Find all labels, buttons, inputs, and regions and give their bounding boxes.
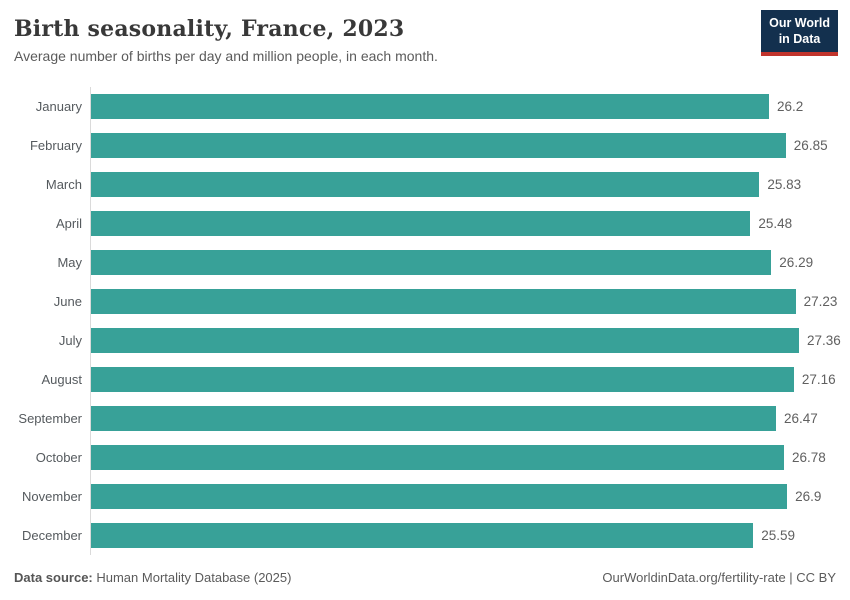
value-label: 25.83 bbox=[767, 176, 802, 192]
footer: Data source: Human Mortality Database (2… bbox=[14, 570, 836, 600]
value-label: 26.85 bbox=[793, 137, 828, 153]
bar-track: 26.2 bbox=[90, 86, 836, 126]
bar[interactable] bbox=[91, 366, 794, 392]
bar[interactable] bbox=[91, 249, 772, 275]
credit-link[interactable]: OurWorldinData.org/fertility-rate | CC B… bbox=[602, 570, 836, 585]
bar[interactable] bbox=[91, 171, 760, 197]
month-label: September bbox=[18, 410, 82, 426]
month-label: December bbox=[22, 527, 82, 543]
owid-logo-line2: in Data bbox=[778, 32, 821, 46]
bar-track: 26.29 bbox=[90, 242, 836, 282]
bar-track: 25.59 bbox=[90, 515, 836, 555]
month-label: January bbox=[35, 98, 82, 114]
bar[interactable] bbox=[91, 522, 754, 548]
bar[interactable] bbox=[91, 132, 786, 158]
value-label: 26.29 bbox=[779, 254, 814, 270]
page-subtitle: Average number of births per day and mil… bbox=[14, 48, 438, 65]
bar-track: 25.83 bbox=[90, 164, 836, 204]
value-label: 26.2 bbox=[776, 98, 804, 114]
chart-row: May 26.29 bbox=[14, 242, 836, 282]
chart-row: August 27.16 bbox=[14, 359, 836, 399]
bar-track: 26.47 bbox=[90, 398, 836, 438]
month-label: May bbox=[57, 254, 82, 270]
bar[interactable] bbox=[91, 288, 796, 314]
bar[interactable] bbox=[91, 327, 799, 353]
owid-logo: Our World in Data bbox=[761, 10, 838, 56]
bar[interactable] bbox=[91, 483, 788, 509]
header: Birth seasonality, France, 2023 Average … bbox=[14, 16, 836, 66]
chart-row: April 25.48 bbox=[14, 203, 836, 243]
data-source-label: Data source: bbox=[14, 570, 93, 585]
bar[interactable] bbox=[91, 405, 776, 431]
value-label: 27.23 bbox=[803, 293, 838, 309]
bar[interactable] bbox=[91, 444, 784, 470]
chart-rows: January 26.2 February 26.85 March 25.83 April 2… bbox=[14, 86, 841, 555]
value-label: 27.36 bbox=[807, 332, 841, 348]
chart-row: June 27.23 bbox=[14, 281, 838, 321]
bar-chart: January 26.2 February 26.85 March 25.83 April 2… bbox=[14, 86, 841, 555]
chart-row: September 26.47 bbox=[14, 398, 836, 438]
chart-row: March 25.83 bbox=[14, 164, 836, 204]
bar-track: 25.48 bbox=[90, 203, 836, 243]
chart-row: November 26.9 bbox=[14, 476, 836, 516]
bar-track: 26.85 bbox=[90, 125, 836, 165]
month-label: October bbox=[35, 449, 82, 465]
month-label: February bbox=[29, 137, 82, 153]
bar-track: 27.23 bbox=[90, 281, 838, 321]
chart-row: February 26.85 bbox=[14, 125, 836, 165]
chart-row: January 26.2 bbox=[14, 86, 836, 126]
data-source: Data source: Human Mortality Database (2… bbox=[14, 570, 291, 585]
value-label: 26.9 bbox=[795, 488, 822, 504]
month-label: August bbox=[41, 371, 82, 387]
chart-row: October 26.78 bbox=[14, 437, 836, 477]
bar[interactable] bbox=[91, 210, 751, 236]
bar-track: 26.9 bbox=[90, 476, 836, 516]
value-label: 26.78 bbox=[791, 449, 826, 465]
value-label: 25.48 bbox=[758, 215, 793, 231]
bar-track: 26.78 bbox=[90, 437, 836, 477]
month-label: March bbox=[45, 176, 82, 192]
bar-track: 27.36 bbox=[90, 320, 841, 360]
owid-logo-line1: Our World bbox=[769, 16, 830, 30]
data-source-value: Human Mortality Database (2025) bbox=[92, 570, 292, 585]
chart-row: July 27.36 bbox=[14, 320, 841, 360]
page-title: Birth seasonality, France, 2023 bbox=[14, 16, 405, 42]
value-label: 27.16 bbox=[801, 371, 836, 387]
bar-track: 27.16 bbox=[90, 359, 836, 399]
month-label: April bbox=[55, 215, 82, 231]
bar[interactable] bbox=[91, 93, 769, 119]
chart-row: December 25.59 bbox=[14, 515, 836, 555]
month-label: November bbox=[22, 488, 82, 504]
value-label: 25.59 bbox=[761, 527, 795, 543]
month-label: June bbox=[53, 293, 82, 309]
month-label: July bbox=[58, 332, 82, 348]
value-label: 26.47 bbox=[783, 410, 818, 426]
